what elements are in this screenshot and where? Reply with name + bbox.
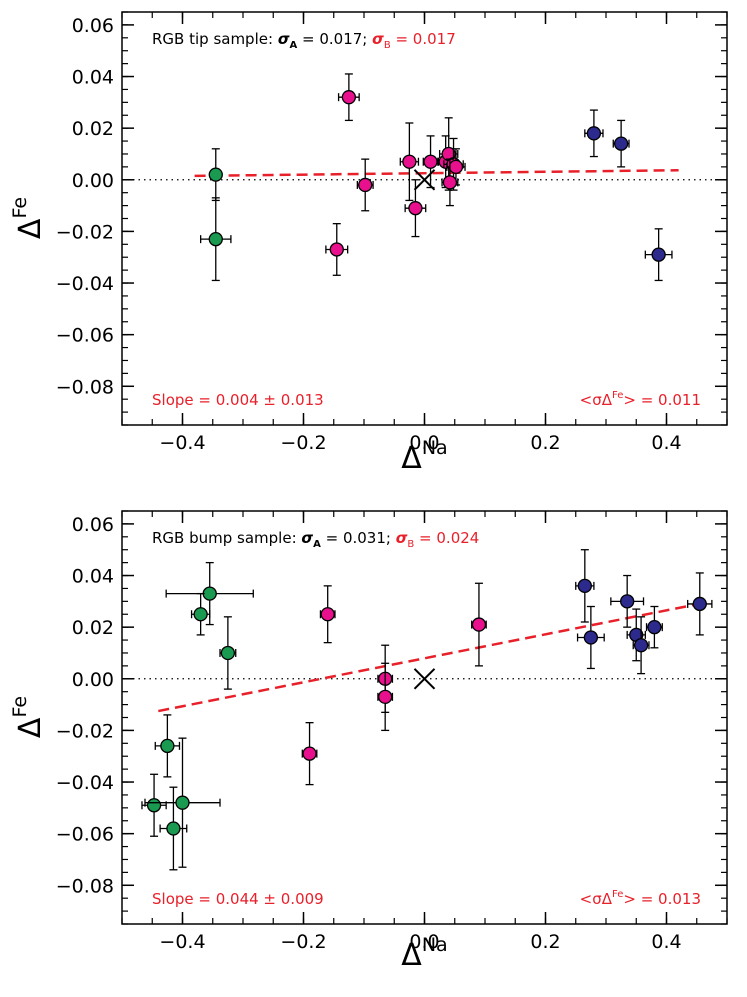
y-tick-label: 0.06 xyxy=(72,15,114,37)
data-point-navy xyxy=(620,594,635,609)
x-tick-label: 0.2 xyxy=(530,931,560,953)
mean-error-annotation: <σΔFe> = 0.011 xyxy=(580,390,701,409)
data-point-green xyxy=(208,167,223,182)
data-point-magenta xyxy=(448,159,464,175)
origin-cross-marker xyxy=(413,169,436,191)
x-axis-label: ΔNa xyxy=(401,437,447,476)
data-point-navy xyxy=(613,136,629,151)
data-point-magenta xyxy=(320,607,335,622)
data-point-navy xyxy=(577,578,592,594)
y-tick-label: 0.04 xyxy=(72,566,114,588)
data-point-green xyxy=(193,607,208,622)
data-point-green xyxy=(208,231,223,247)
data-point-green xyxy=(160,738,175,754)
x-tick-label: 0.4 xyxy=(651,432,681,454)
y-tick-label: −0.08 xyxy=(56,875,114,897)
y-tick-label: −0.04 xyxy=(56,772,114,794)
x-axis-label: ΔNa xyxy=(401,934,447,973)
data-point-magenta xyxy=(329,242,344,257)
mean-error-annotation: <σΔFe> = 0.013 xyxy=(580,889,701,908)
y-tick-label: −0.06 xyxy=(56,824,114,846)
data-point-magenta xyxy=(302,746,317,761)
x-tick-label: 0.0 xyxy=(409,432,439,454)
data-point-navy xyxy=(692,596,707,612)
data-point-magenta xyxy=(358,177,373,193)
panel-bottom: −0.4 −0.2 0.0 0.2 0.4 0.06 0.04 0.02 0.00 −0.02 −0… xyxy=(9,510,728,973)
data-point-green xyxy=(146,798,162,813)
y-tick-label: 0.02 xyxy=(72,617,114,639)
plot-frame xyxy=(121,11,728,426)
y-tick-label: 0.02 xyxy=(72,118,114,140)
y-tick-label: −0.08 xyxy=(56,376,114,398)
origin-cross-marker xyxy=(413,668,436,690)
data-point-navy xyxy=(647,620,662,635)
data-point-green xyxy=(175,795,190,810)
x-tick-label: 0.0 xyxy=(409,931,439,953)
sample-annotation: RGB tip sample: σA = 0.017; σB = 0.017 xyxy=(152,30,456,51)
y-tick-label: 0.04 xyxy=(72,67,114,89)
data-point-green xyxy=(166,821,181,836)
y-tick-label: −0.02 xyxy=(56,221,114,243)
data-point-green xyxy=(220,645,236,661)
y-tick-label: −0.02 xyxy=(56,720,114,742)
plot-frame xyxy=(121,510,728,925)
x-tick-label: −0.4 xyxy=(159,931,205,953)
data-point-green xyxy=(202,586,217,601)
y-tick-label: −0.04 xyxy=(56,273,114,295)
x-tick-label: −0.4 xyxy=(159,432,205,454)
data-point-magenta xyxy=(471,617,487,632)
y-axis-label: ΔFe xyxy=(9,696,48,738)
sample-annotation: RGB bump sample: σA = 0.031; σB = 0.024 xyxy=(152,529,479,550)
data-point-navy xyxy=(583,630,599,645)
y-tick-label: 0.00 xyxy=(72,669,114,691)
data-point-navy xyxy=(586,126,602,141)
slope-annotation: Slope = 0.004 ± 0.013 xyxy=(152,391,324,409)
data-point-magenta xyxy=(442,175,458,190)
x-tick-label: 0.2 xyxy=(530,432,560,454)
y-tick-label: −0.06 xyxy=(56,325,114,347)
data-point-magenta xyxy=(341,90,357,105)
y-tick-label: 0.06 xyxy=(72,514,114,536)
data-point-navy xyxy=(651,247,666,262)
data-point-navy xyxy=(633,638,649,653)
x-tick-label: 0.4 xyxy=(651,931,681,953)
slope-annotation: Slope = 0.044 ± 0.009 xyxy=(152,890,324,908)
data-point-magenta xyxy=(408,201,423,216)
data-point-magenta xyxy=(378,689,393,704)
fit-line xyxy=(194,168,679,178)
x-tick-label: −0.2 xyxy=(280,931,326,953)
y-tick-label: 0.00 xyxy=(72,170,114,192)
data-point-magenta xyxy=(423,154,438,169)
fit-line xyxy=(158,601,704,713)
x-tick-label: −0.2 xyxy=(280,432,326,454)
panel-top: −0.4 −0.2 0.0 0.2 0.4 0.06 0.04 0.02 0.00 −0.02 −0… xyxy=(9,11,728,476)
y-axis-label: ΔFe xyxy=(9,197,48,239)
data-point-magenta xyxy=(402,154,417,169)
